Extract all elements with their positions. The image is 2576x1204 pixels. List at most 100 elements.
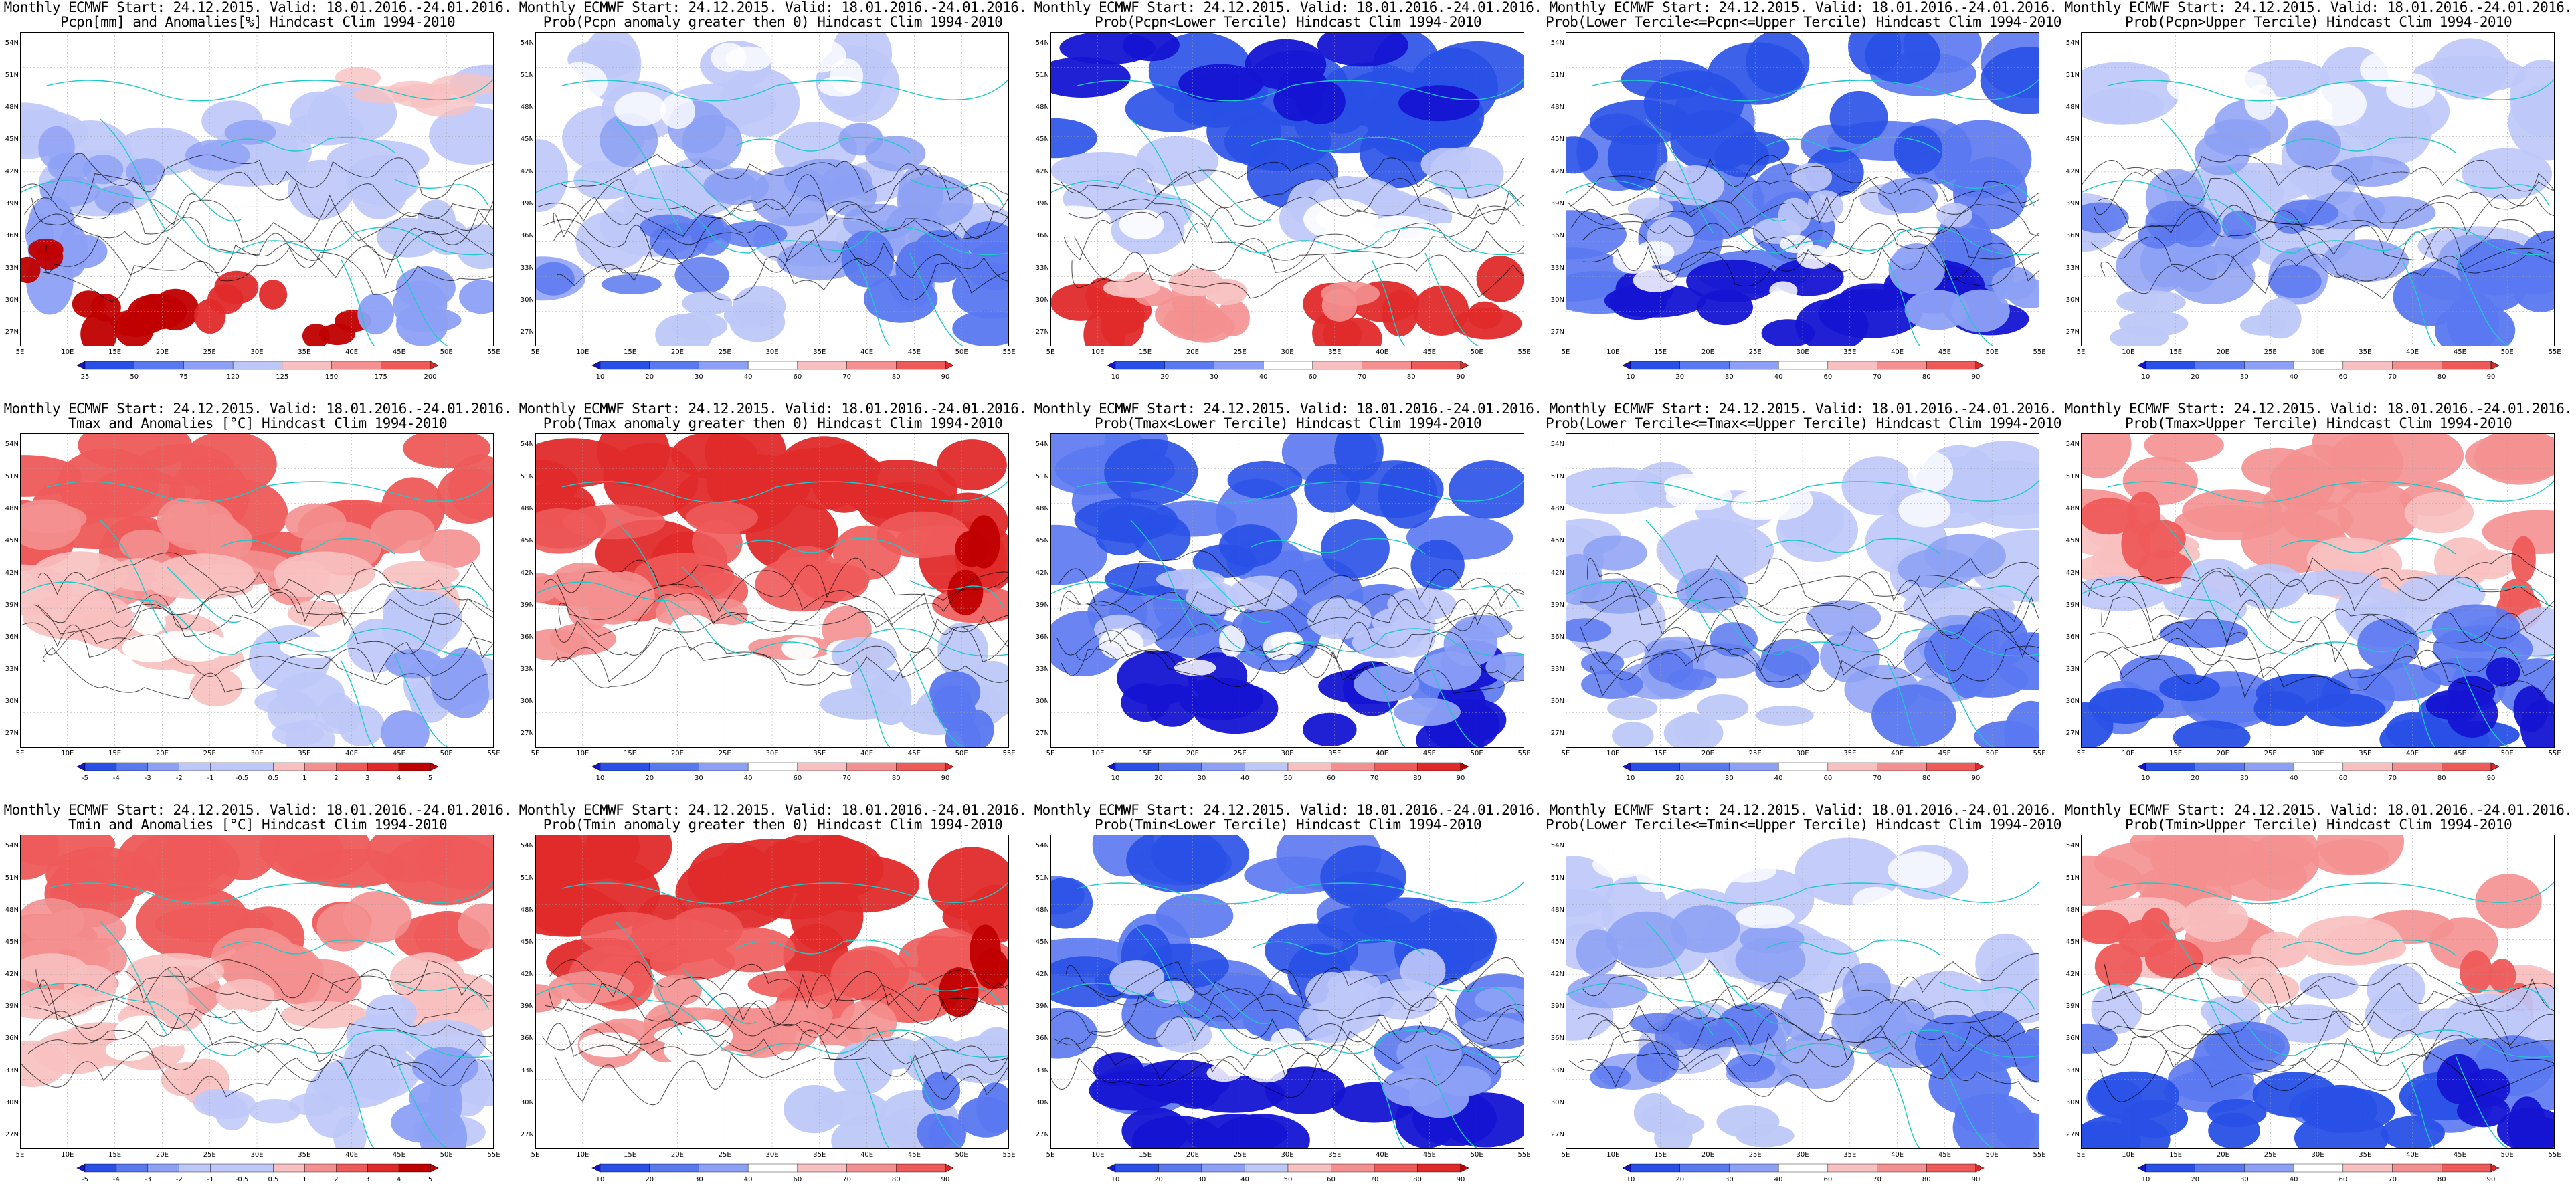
lat-tick-label: 42N [5, 168, 19, 175]
lat-tick-label: 54N [1550, 441, 1564, 448]
colorbar-segment [2442, 361, 2492, 370]
lat-tick-label: 51N [2065, 72, 2080, 79]
map-panel: Monthly ECMWF Start: 24.12.2015. Valid: … [515, 803, 1030, 1204]
panel-title-line1: Monthly ECMWF Start: 24.12.2015. Valid: … [3, 802, 512, 818]
colorbar-label: 60 [2338, 373, 2347, 381]
colorbar-segment [1115, 762, 1159, 771]
colorbar-label: 40 [2290, 373, 2298, 381]
colorbar-label: 10 [1627, 1176, 1635, 1183]
lon-tick-label: 25E [1233, 1151, 1247, 1159]
colorbar-segment [367, 762, 399, 771]
lat-tick-label: 48N [2065, 906, 2080, 914]
lat-tick-label: 27N [520, 1131, 534, 1138]
colorbar-label: 90 [1457, 373, 1465, 381]
panel-title-line1: Monthly ECMWF Start: 24.12.2015. Valid: … [3, 401, 512, 417]
colorbar-label: 10 [2142, 775, 2150, 782]
map-panel: Monthly ECMWF Start: 24.12.2015. Valid: … [2061, 401, 2576, 803]
lon-tick-label: 25E [2264, 750, 2277, 757]
lat-tick-label: 39N [1550, 200, 1564, 207]
colorbar-label: 70 [2388, 775, 2397, 782]
colorbar-label: 70 [1370, 1176, 1379, 1183]
lat-tick-label: 36N [2065, 1035, 2080, 1042]
colorbar-segment [2293, 361, 2344, 370]
colorbar-label: 70 [2388, 1176, 2397, 1183]
lon-tick-label: 15E [624, 750, 637, 757]
colorbar-segment [282, 361, 332, 370]
lat-tick-label: 27N [2065, 328, 2080, 336]
lat-tick-label: 54N [1035, 39, 1049, 47]
lon-tick-label: 50E [955, 750, 968, 757]
colorbar-segment [1827, 1163, 1877, 1173]
colorbar-label: 30 [1725, 775, 1734, 782]
colorbar-label: 20 [2191, 373, 2199, 381]
lon-tick-label: 30E [2311, 348, 2324, 356]
colorbar-segment [1877, 1163, 1927, 1173]
colorbar-label: 80 [892, 1176, 901, 1183]
colorbar-arrow-left [1107, 361, 1116, 370]
lon-tick-label: 50E [1985, 750, 1999, 757]
panel-title-line2: Prob(Tmax>Upper Tercile) Hindcast Clim 1… [2124, 415, 2512, 431]
colorbar-segment [2442, 762, 2492, 771]
lon-tick-label: 15E [624, 348, 637, 356]
colorbar-segment [381, 361, 431, 370]
colorbar-segment [2145, 1163, 2195, 1173]
lat-tick-label: 33N [2065, 264, 2080, 272]
lon-tick-label: 40E [1891, 750, 1904, 757]
colorbar-label: 70 [1873, 373, 1881, 381]
colorbar-segment [273, 762, 305, 771]
lat-tick-label: 42N [520, 569, 534, 577]
colorbar-segment [242, 762, 274, 771]
lat-tick-label: 30N [520, 1099, 534, 1106]
colorbar-label: 60 [793, 775, 802, 782]
lon-tick-label: 25E [2264, 348, 2277, 356]
colorbar-segment [747, 1163, 798, 1173]
lon-tick-label: 40E [1376, 1151, 1389, 1159]
lon-tick-label: 25E [1233, 348, 1247, 356]
colorbar-arrow-right [945, 762, 954, 771]
lat-tick-label: 30N [520, 296, 534, 304]
lon-tick-label: 40E [345, 348, 359, 356]
colorbar-label: 30 [695, 775, 703, 782]
lon-tick-label: 35E [1843, 750, 1857, 757]
lat-tick-label: 54N [520, 39, 534, 47]
lon-tick-label: 35E [813, 750, 826, 757]
colorbar-arrow-left [2137, 1163, 2146, 1173]
lon-tick-label: 10E [61, 1151, 74, 1159]
lat-tick-label: 36N [1550, 232, 1564, 239]
colorbar-segment [1679, 361, 1730, 370]
colorbar: 10 20 30 40 50 60 70 80 90 [1107, 1163, 1469, 1191]
lat-tick-label: 36N [520, 633, 534, 641]
lon-tick-label: 10E [1091, 750, 1105, 757]
panel-title-line2: Prob(Tmax<Lower Tercile) Hindcast Clim 1… [1094, 415, 1482, 431]
lat-tick-label: 42N [2065, 569, 2080, 577]
colorbar-segment [116, 762, 149, 771]
colorbar: -5 -4 -3 -2 -1 -0.5 0.5 1 2 3 4 5 [76, 1163, 439, 1191]
lon-tick-label: 10E [61, 348, 74, 356]
lat-tick-label: 36N [1550, 633, 1564, 641]
lat-tick-label: 27N [1550, 1131, 1564, 1138]
lat-tick-label: 51N [5, 473, 19, 480]
lat-tick-label: 48N [1035, 505, 1049, 512]
colorbar: 10 20 30 40 60 70 80 90 [1622, 361, 1985, 388]
map-field [20, 433, 494, 748]
colorbar-label: -2 [176, 1176, 183, 1183]
colorbar-arrow-right [1975, 1163, 1985, 1173]
colorbar-arrow-left [1622, 361, 1631, 370]
colorbar-label: 60 [1308, 373, 1317, 381]
colorbar-segment [336, 762, 368, 771]
colorbar-arrow-left [1107, 762, 1116, 771]
map-field [1566, 433, 2039, 748]
colorbar-arrow-right [430, 361, 439, 370]
lon-tick-label: 5E [2076, 750, 2086, 757]
lon-tick-label: 5E [1046, 750, 1055, 757]
colorbar-label: 50 [130, 373, 139, 381]
lat-tick-label: 27N [1035, 1131, 1049, 1138]
map-field [20, 32, 494, 346]
lat-tick-label: 45N [1035, 537, 1049, 544]
lat-tick-label: 39N [5, 1003, 19, 1010]
colorbar-label: 60 [793, 1176, 802, 1183]
panel-title-line2: Prob(Tmin<Lower Tercile) Hindcast Clim 1… [1094, 817, 1482, 833]
lat-tick-label: 33N [1035, 1067, 1049, 1074]
map-panel: Monthly ECMWF Start: 24.12.2015. Valid: … [515, 401, 1030, 803]
